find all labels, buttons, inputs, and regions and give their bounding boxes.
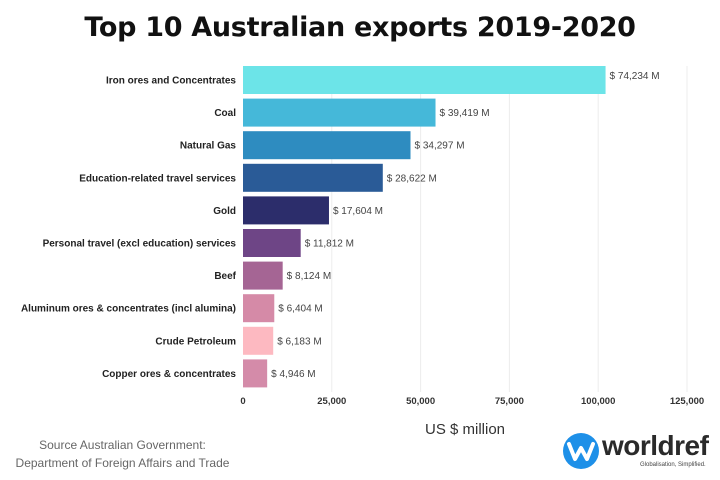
data-label: $ 39,419 M (440, 108, 490, 119)
data-label: $ 6,404 M (278, 304, 322, 315)
bar (243, 66, 606, 94)
category-label: Aluminum ores & concentrates (incl alumi… (21, 304, 236, 315)
x-tick-label: 75,000 (495, 396, 524, 407)
category-label: Gold (213, 206, 236, 217)
bar (243, 163, 383, 192)
source-note: Source Australian Government: Department… (0, 436, 245, 472)
data-label: $ 6,183 M (277, 336, 321, 347)
category-label: Copper ores & concentrates (102, 369, 236, 380)
bar (243, 326, 274, 355)
data-label: $ 74,234 M (610, 71, 660, 82)
bar (243, 294, 275, 323)
category-label: Natural Gas (180, 141, 237, 152)
data-label: $ 8,124 M (287, 271, 331, 282)
x-axis-label: US $ million (424, 421, 506, 438)
data-label: $ 34,297 M (415, 141, 465, 152)
category-label: Coal (214, 108, 236, 119)
category-label: Education-related travel services (79, 173, 236, 184)
data-label: $ 28,622 M (387, 173, 437, 184)
category-label: Iron ores and Concentrates (106, 76, 236, 87)
bar (243, 261, 283, 290)
category-label: Crude Petroleum (155, 336, 236, 347)
source-line-1: Source Australian Government: (39, 438, 206, 452)
chart-title: Top 10 Australian exports 2019-2020 (84, 12, 636, 43)
x-tick-label: 0 (240, 396, 245, 407)
data-label: $ 11,812 M (305, 239, 354, 250)
x-tick-label: 50,000 (406, 396, 435, 407)
source-line-2: Department of Foreign Affairs and Trade (15, 456, 230, 470)
data-label: $ 4,946 M (271, 369, 315, 380)
worldref-logo: worldref Globalisation, Simplified. (562, 430, 712, 472)
bar (243, 229, 301, 257)
category-label: Personal travel (excl education) service… (43, 239, 237, 250)
bar (243, 196, 329, 225)
bar (243, 359, 268, 388)
bar (243, 131, 411, 160)
data-label: $ 17,604 M (333, 206, 383, 217)
worldref-logo-icon (563, 433, 599, 469)
logo-tagline: Globalisation, Simplified. (640, 462, 706, 468)
x-tick-label: 100,000 (581, 396, 615, 407)
bar (243, 98, 436, 127)
x-tick-label: 25,000 (317, 396, 346, 407)
x-tick-label: 125,000 (670, 396, 704, 407)
category-label: Beef (214, 271, 236, 282)
logo-name: worldref (602, 430, 709, 461)
